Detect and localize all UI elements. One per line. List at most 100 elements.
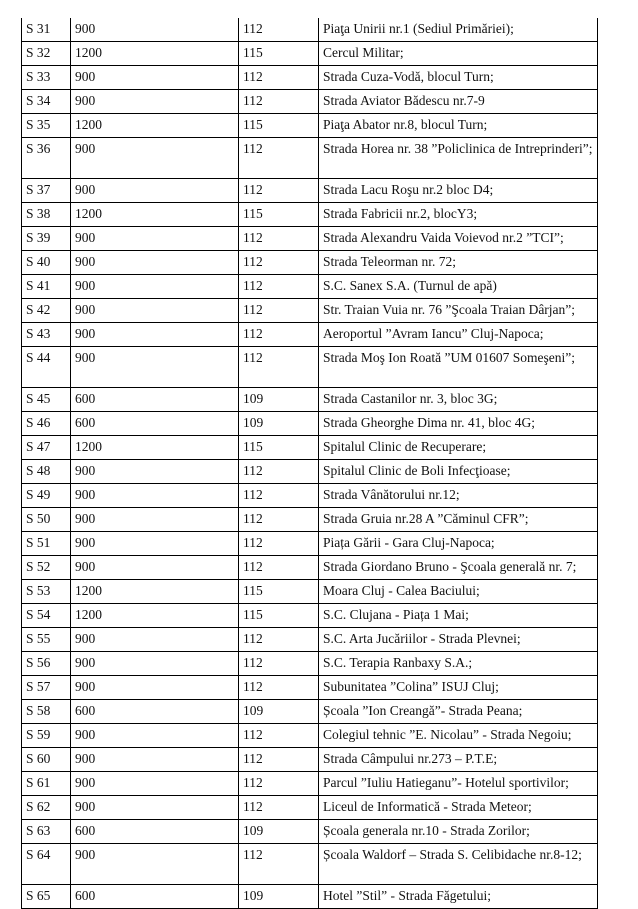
location-cell: Piaţa Unirii nr.1 (Sediul Primăriei); [318,18,598,42]
code-cell: 109 [238,819,319,844]
location-cell: Strada Lacu Roşu nr.2 bloc D4; [318,178,598,203]
code-cell: 112 [238,250,319,275]
location-cell: Str. Traian Vuia nr. 76 ”Şcoala Traian D… [318,298,598,323]
value-cell: 1200 [70,579,239,604]
code-cell: 115 [238,202,319,227]
table-row: S 38 1200 115 Strada Fabricii nr.2, blocY3; [21,202,598,227]
table-row: S 55 900 112 S.C. Arta Jucăriilor - Strada … [21,627,598,652]
row-id-cell: S 62 [21,795,71,820]
value-cell: 900 [70,483,239,508]
location-cell: Strada Giordano Bruno - Şcoala generală … [318,555,598,580]
table-row: S 36 900 112 Strada Horea nr. 38 ”Policlini… [21,137,598,179]
siren-locations-table: S 31 900 112 Piaţa Unirii nr.1 (Sediul Prim… [21,18,598,909]
code-cell: 112 [238,346,319,388]
code-cell: 112 [238,771,319,796]
location-cell: Piaţa Abator nr.8, blocul Turn; [318,113,598,138]
value-cell: 900 [70,178,239,203]
code-cell: 109 [238,387,319,412]
value-cell: 600 [70,699,239,724]
value-cell: 900 [70,18,239,42]
table-row: S 53 1200 115 Moara Cluj - Calea Baciului; [21,579,598,604]
value-cell: 900 [70,555,239,580]
table-row: S 45 600 109 Strada Castanilor nr. 3, bloc … [21,387,598,412]
value-cell: 900 [70,795,239,820]
location-cell: Strada Horea nr. 38 ”Policlinica de Intr… [318,137,598,179]
table-row: S 56 900 112 S.C. Terapia Ranbaxy S.A.; [21,651,598,676]
table-row: S 41 900 112 S.C. Sanex S.A. (Turnul de apă… [21,274,598,299]
location-cell: Piața Gării - Gara Cluj-Napoca; [318,531,598,556]
code-cell: 112 [238,178,319,203]
code-cell: 112 [238,627,319,652]
table-row: S 46 600 109 Strada Gheorghe Dima nr. 41, b… [21,411,598,436]
location-cell: Strada Aviator Bădescu nr.7-9 [318,89,598,114]
code-cell: 112 [238,226,319,251]
row-id-cell: S 49 [21,483,71,508]
code-cell: 115 [238,579,319,604]
value-cell: 900 [70,723,239,748]
table-row: S 59 900 112 Colegiul tehnic ”E. Nicolau” -… [21,723,598,748]
row-id-cell: S 63 [21,819,71,844]
table-row: S 32 1200 115 Cercul Militar; [21,41,598,66]
location-cell: Strada Câmpului nr.273 – P.T.E; [318,747,598,772]
table-row: S 40 900 112 Strada Teleorman nr. 72; [21,250,598,275]
table-row: S 31 900 112 Piaţa Unirii nr.1 (Sediul Prim… [21,18,598,42]
row-id-cell: S 58 [21,699,71,724]
code-cell: 112 [238,459,319,484]
row-id-cell: S 61 [21,771,71,796]
table-row: S 51 900 112 Piața Gării - Gara Cluj-Napoca… [21,531,598,556]
row-id-cell: S 47 [21,435,71,460]
code-cell: 115 [238,435,319,460]
code-cell: 112 [238,795,319,820]
code-cell: 112 [238,298,319,323]
table-row: S 33 900 112 Strada Cuza-Vodă, blocul Turn; [21,65,598,90]
location-cell: Strada Cuza-Vodă, blocul Turn; [318,65,598,90]
location-cell: Aeroportul ”Avram Iancu” Cluj-Napoca; [318,322,598,347]
location-cell: Spitalul Clinic de Boli Infecţioase; [318,459,598,484]
table-row: S 49 900 112 Strada Vânătorului nr.12; [21,483,598,508]
row-id-cell: S 40 [21,250,71,275]
code-cell: 112 [238,65,319,90]
code-cell: 112 [238,274,319,299]
row-id-cell: S 59 [21,723,71,748]
location-cell: Parcul ”Iuliu Hatieganu”- Hotelul sporti… [318,771,598,796]
table-row: S 37 900 112 Strada Lacu Roşu nr.2 bloc D4; [21,178,598,203]
value-cell: 1200 [70,202,239,227]
value-cell: 900 [70,89,239,114]
location-cell: S.C. Terapia Ranbaxy S.A.; [318,651,598,676]
row-id-cell: S 57 [21,675,71,700]
value-cell: 600 [70,819,239,844]
location-cell: Strada Vânătorului nr.12; [318,483,598,508]
row-id-cell: S 41 [21,274,71,299]
row-id-cell: S 48 [21,459,71,484]
code-cell: 115 [238,603,319,628]
code-cell: 112 [238,483,319,508]
row-id-cell: S 65 [21,884,71,909]
code-cell: 112 [238,507,319,532]
value-cell: 900 [70,346,239,388]
location-cell: Strada Fabricii nr.2, blocY3; [318,202,598,227]
code-cell: 115 [238,113,319,138]
location-cell: S.C. Arta Jucăriilor - Strada Plevnei; [318,627,598,652]
code-cell: 112 [238,723,319,748]
row-id-cell: S 31 [21,18,71,42]
location-cell: Strada Teleorman nr. 72; [318,250,598,275]
table-row: S 60 900 112 Strada Câmpului nr.273 – P.T.E… [21,747,598,772]
row-id-cell: S 38 [21,202,71,227]
row-id-cell: S 35 [21,113,71,138]
code-cell: 112 [238,531,319,556]
code-cell: 112 [238,651,319,676]
location-cell: Colegiul tehnic ”E. Nicolau” - Strada Ne… [318,723,598,748]
code-cell: 109 [238,699,319,724]
row-id-cell: S 55 [21,627,71,652]
location-cell: Subunitatea ”Colina” ISUJ Cluj; [318,675,598,700]
row-id-cell: S 45 [21,387,71,412]
location-cell: Strada Gheorghe Dima nr. 41, bloc 4G; [318,411,598,436]
table-row: S 65 600 109 Hotel ”Stil” - Strada Făgetulu… [21,884,598,909]
value-cell: 1200 [70,41,239,66]
location-cell: Spitalul Clinic de Recuperare; [318,435,598,460]
row-id-cell: S 32 [21,41,71,66]
row-id-cell: S 34 [21,89,71,114]
table-row: S 61 900 112 Parcul ”Iuliu Hatieganu”- Hote… [21,771,598,796]
table-row: S 50 900 112 Strada Gruia nr.28 A ”Căminul … [21,507,598,532]
value-cell: 1200 [70,113,239,138]
